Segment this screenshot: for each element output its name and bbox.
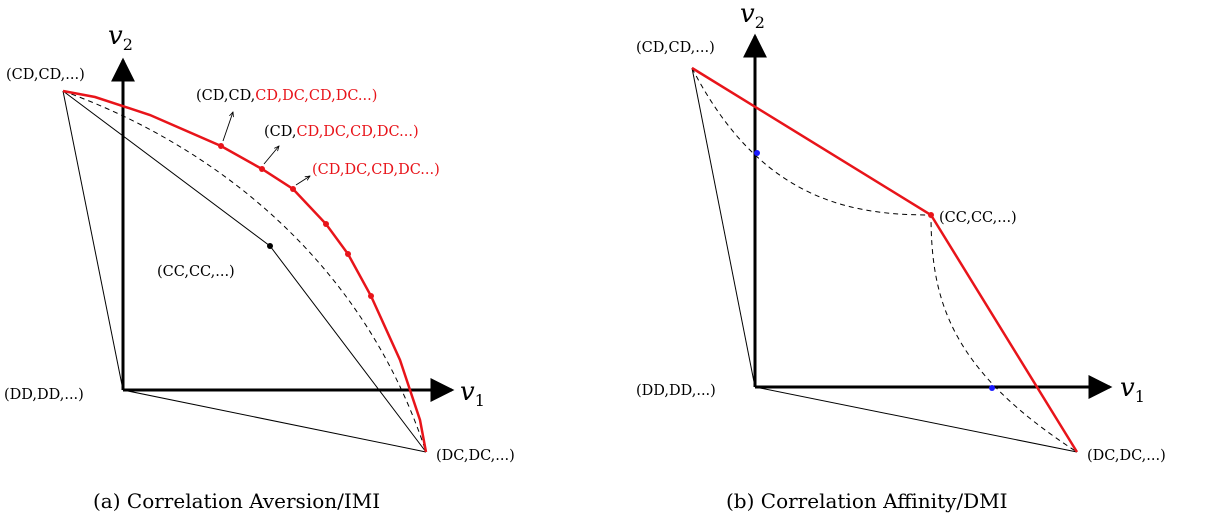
label-cdcd: (CD,CD,...) <box>6 67 85 83</box>
edge-cdcd-dddd-b <box>691 67 756 388</box>
frontier-point-2 <box>259 166 265 172</box>
label-dcdc-b: (DC,DC,...) <box>1087 448 1166 464</box>
label-sequence-1: (CD,CD,CD,DC,CD,DC...) <box>196 88 377 104</box>
dashed-curve <box>62 90 427 453</box>
frontier-point-4 <box>323 221 329 227</box>
label-dddd: (DD,DD,...) <box>4 387 84 403</box>
frontier-point-5 <box>345 251 351 257</box>
axis-intercept-y <box>754 150 760 156</box>
x-axis-label-b: v1 <box>1120 373 1145 406</box>
label-sequence-3: (CD,DC,CD,DC...) <box>312 162 440 178</box>
dashed-curve-b <box>691 67 1078 453</box>
line-through-cccc <box>62 90 427 453</box>
edge-cdcd-dddd <box>62 90 124 391</box>
edge-dddd-dcdc-b <box>754 386 1078 453</box>
caption-b: (b) Correlation Affinity/DMI <box>726 489 1008 513</box>
cccc-point <box>267 243 273 249</box>
panel-b: v2 v1 (CD,CD,...) (DD,DD,...) (DC,DC,...… <box>636 0 1166 513</box>
label-cccc: (CC,CC,...) <box>157 264 235 280</box>
frontier-point-3 <box>290 186 296 192</box>
frontier-point-6 <box>368 293 374 299</box>
panel-a: v2 v1 (CD,CD,...) (DD,DD,...) (DC,DC,...… <box>4 21 515 513</box>
annotation-arrow-1 <box>222 112 233 142</box>
y-axis-label-b: v2 <box>740 0 765 32</box>
frontier-point-1 <box>218 143 224 149</box>
label-dddd-b: (DD,DD,...) <box>636 383 716 399</box>
pareto-frontier <box>62 89 428 453</box>
label-sequence-2: (CD,CD,DC,CD,DC...) <box>264 124 419 140</box>
edge-dddd-dcdc <box>122 389 427 453</box>
annotation-arrow-3 <box>295 176 310 186</box>
axis-intercept-x <box>989 385 995 391</box>
label-cdcd-b: (CD,CD,...) <box>636 40 715 56</box>
cccc-point-b <box>928 212 934 218</box>
caption-a: (a) Correlation Aversion/IMI <box>93 489 380 513</box>
annotation-arrow-2 <box>263 146 279 165</box>
x-axis-label: v1 <box>460 377 485 410</box>
y-axis-label: v2 <box>108 21 133 54</box>
pareto-frontier-b <box>691 66 1079 453</box>
label-dcdc: (DC,DC,...) <box>436 448 515 464</box>
label-cccc-b: (CC,CC,...) <box>939 210 1017 226</box>
